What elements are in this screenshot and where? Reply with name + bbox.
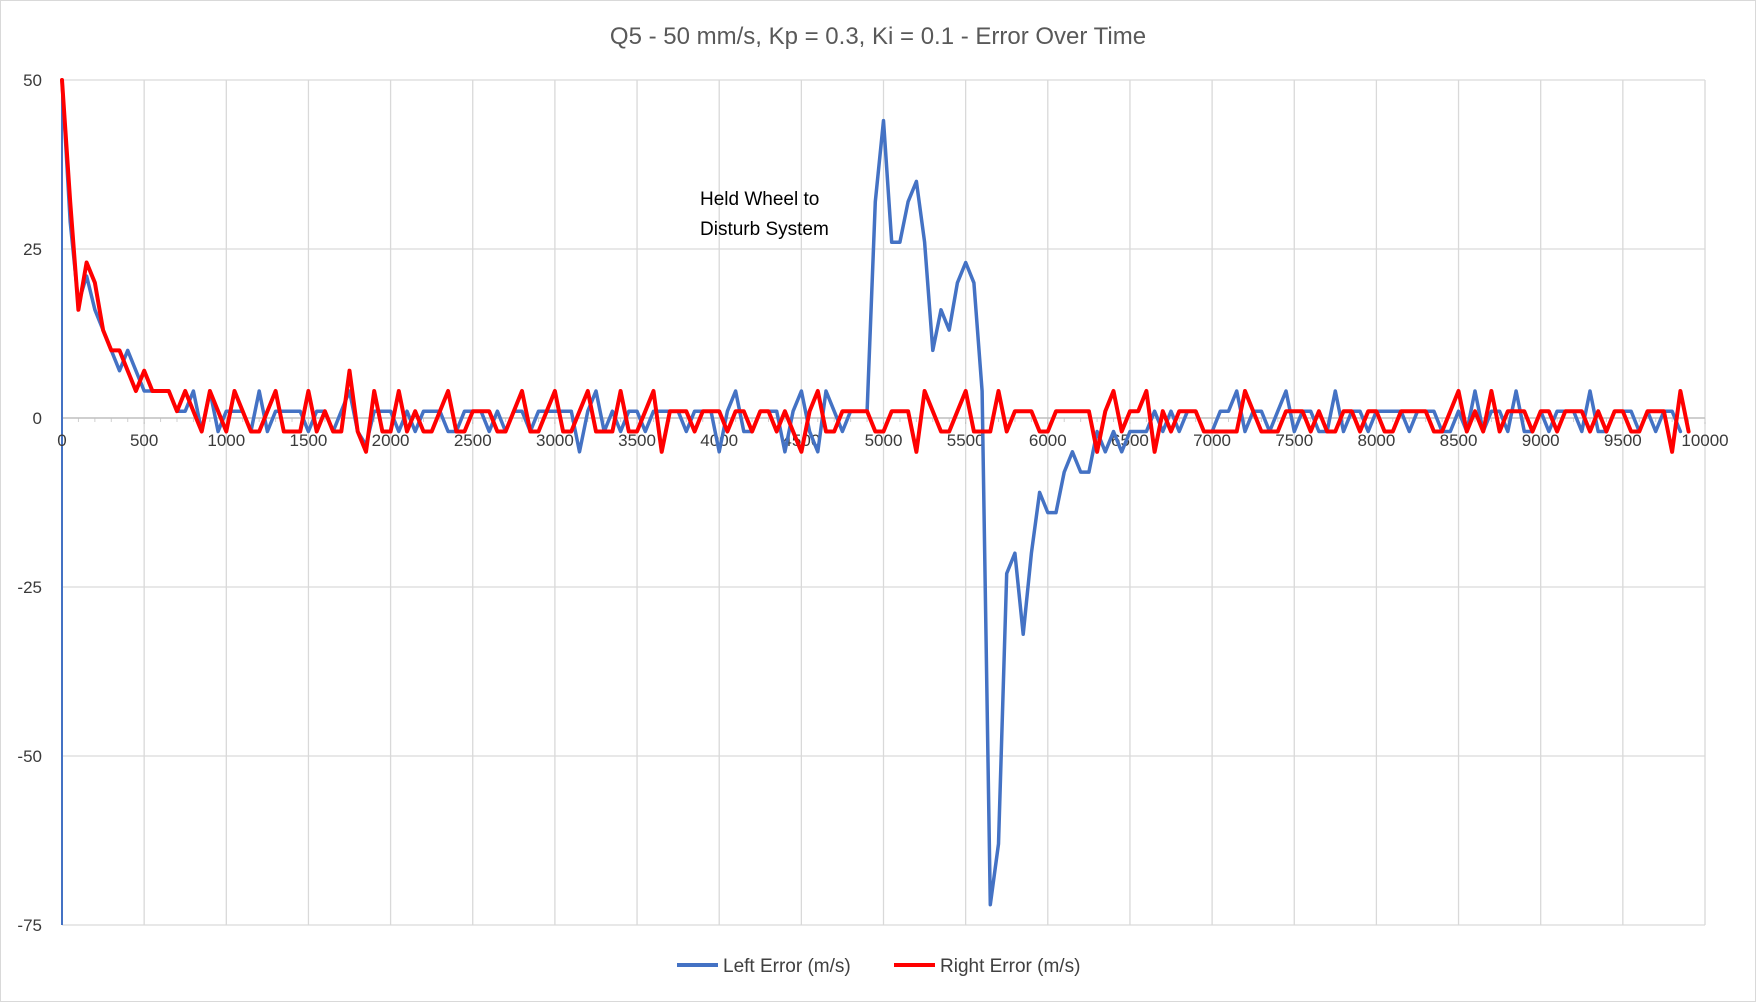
y-tick-label: 50 [23, 71, 42, 90]
x-tick-label: 2000 [372, 431, 410, 450]
y-tick-label: -75 [17, 916, 42, 935]
x-tick-label: 5500 [947, 431, 985, 450]
x-tick-label: 4000 [700, 431, 738, 450]
legend-label-right-error: Right Error (m/s) [940, 956, 1080, 977]
x-tick-label: 6000 [1029, 431, 1067, 450]
x-tick-label: 0 [57, 431, 66, 450]
x-tick-label: 7500 [1275, 431, 1313, 450]
x-tick-label: 10000 [1681, 431, 1728, 450]
y-tick-label: 0 [33, 409, 42, 428]
x-axis-tick-labels: 0 500 1000 1500 2000 2500 3000 3500 4000 4500 5000… [57, 431, 1728, 450]
series-lines [60, 78, 1691, 907]
y-axis-tick-labels: 50 25 0 -25 -50 -75 [17, 71, 42, 935]
x-tick-label: 1000 [207, 431, 245, 450]
gridlines [62, 79, 1706, 926]
x-tick-label: 3500 [618, 431, 656, 450]
x-tick-label: 9000 [1522, 431, 1560, 450]
annotation-line-2: Disturb System [700, 219, 829, 240]
axes [61, 80, 1706, 925]
x-tick-label: 8500 [1440, 431, 1478, 450]
x-tick-label: 8000 [1357, 431, 1395, 450]
series-line-left-error [60, 78, 1683, 907]
y-tick-label: -50 [17, 747, 42, 766]
y-tick-label: 25 [23, 240, 42, 259]
chart-title: Q5 - 50 mm/s, Kp = 0.3, Ki = 0.1 - Error… [610, 23, 1146, 50]
x-tick-label: 2500 [454, 431, 492, 450]
y-tick-label: -25 [17, 578, 42, 597]
x-tick-label: 3000 [536, 431, 574, 450]
annotation-line-1: Held Wheel to [700, 189, 819, 210]
chart-annotation: Held Wheel to Disturb System [700, 189, 829, 240]
x-tick-label: 9500 [1604, 431, 1642, 450]
x-tick-label: 5000 [865, 431, 903, 450]
x-tick-label: 1500 [290, 431, 328, 450]
legend-label-left-error: Left Error (m/s) [723, 956, 851, 977]
x-tick-label: 7000 [1193, 431, 1231, 450]
legend: Left Error (m/s) Right Error (m/s) [677, 956, 1080, 977]
x-tick-label: 500 [130, 431, 158, 450]
series-line-right-error [60, 78, 1691, 454]
